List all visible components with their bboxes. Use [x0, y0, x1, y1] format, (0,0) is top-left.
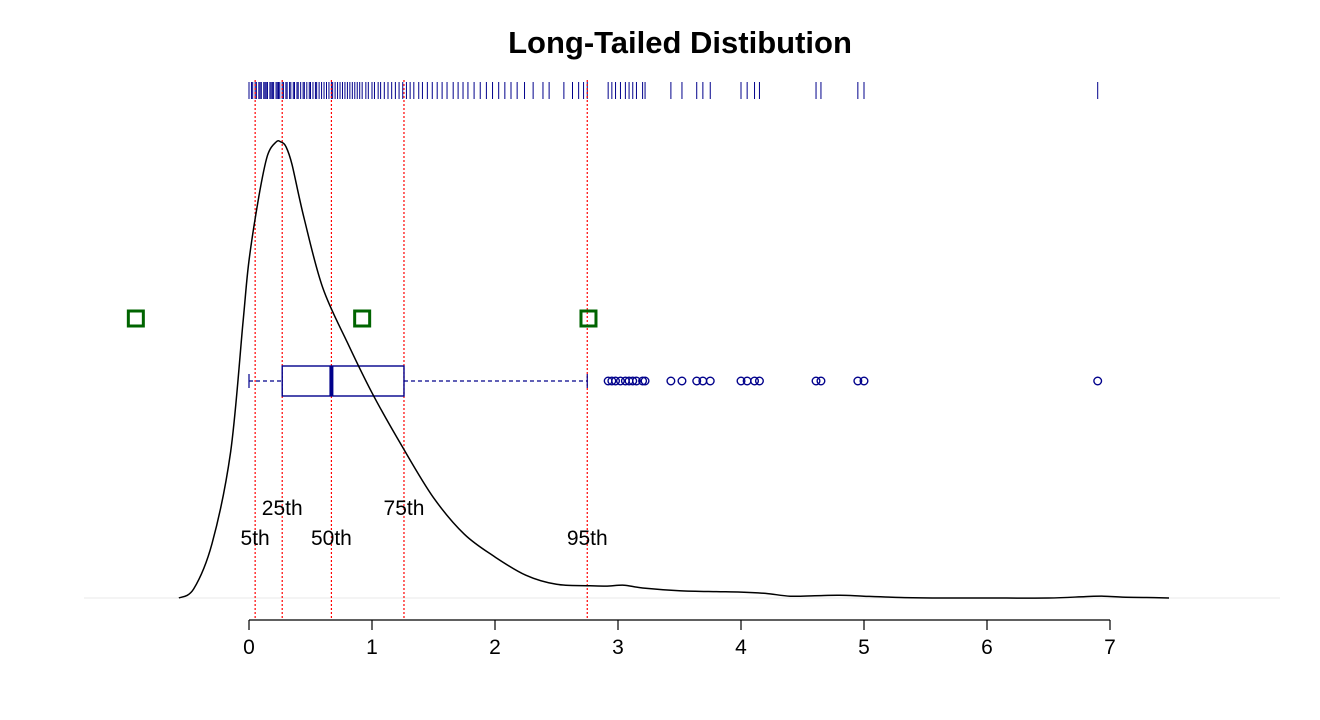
outlier-point [816, 376, 826, 386]
outlier-point [666, 376, 676, 386]
x-tick-label: 0 [243, 636, 255, 659]
outlier-point [640, 376, 650, 386]
outlier-point [754, 376, 764, 386]
square-marker [353, 309, 372, 328]
square-marker [126, 309, 145, 328]
density-layer [178, 140, 1170, 599]
chart-title: Long-Tailed Distibution [508, 25, 852, 60]
outlier-point [1093, 376, 1103, 386]
percentile-lines [254, 80, 588, 620]
outlier-point [705, 376, 715, 386]
outlier-point [750, 376, 760, 386]
outlier-point [853, 376, 863, 386]
box-iqr [281, 365, 405, 397]
rug-layer [248, 82, 1099, 99]
square-marker [579, 309, 598, 328]
x-tick-label: 3 [612, 636, 624, 659]
x-tick-label: 2 [489, 636, 501, 659]
percentile-label-5th: 5th [241, 527, 270, 550]
outlier-point [611, 376, 621, 386]
boxplot [248, 365, 1103, 397]
outlier-point [736, 376, 746, 386]
outlier-point [631, 376, 641, 386]
percentile-label-25th: 25th [262, 497, 303, 520]
outlier-point [677, 376, 687, 386]
percentile-label-95th: 95th [567, 527, 608, 550]
x-tick-label: 7 [1104, 636, 1116, 659]
outlier-point [638, 376, 648, 386]
x-tick-label: 1 [366, 636, 378, 659]
x-tick-label: 6 [981, 636, 993, 659]
x-tick-label: 4 [735, 636, 747, 659]
outlier-point [811, 376, 821, 386]
x-tick-label: 5 [858, 636, 870, 659]
outlier-point [628, 376, 638, 386]
x-axis: 0 1 2 3 4 5 6 7 [243, 619, 1116, 659]
square-markers [126, 309, 598, 328]
outlier-point [615, 376, 625, 386]
percentile-label-50th: 50th [311, 527, 352, 550]
percentile-labels: 5th 25th 50th 75th 95th [241, 497, 608, 550]
outlier-point [692, 376, 702, 386]
outlier-point [607, 376, 617, 386]
density-curve [178, 140, 1170, 599]
percentile-label-75th: 75th [384, 497, 425, 520]
outlier-point [859, 376, 869, 386]
